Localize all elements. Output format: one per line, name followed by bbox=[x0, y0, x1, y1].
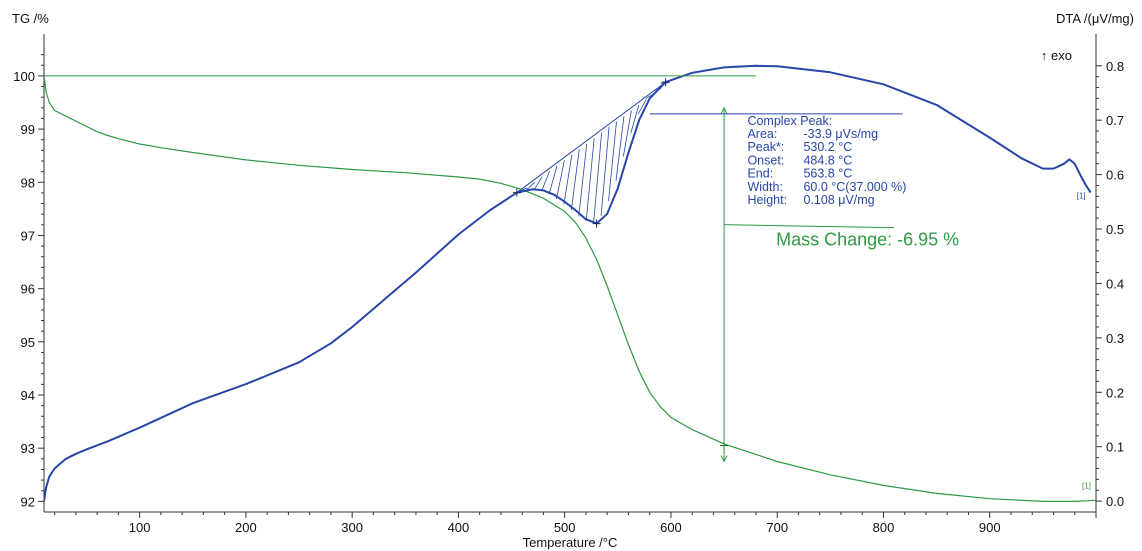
x-tick-label: 600 bbox=[660, 520, 682, 535]
x-tick-label: 500 bbox=[554, 520, 576, 535]
x-tick-label: 700 bbox=[766, 520, 788, 535]
peak-hatch-line bbox=[622, 110, 632, 157]
y-left-tick-label: 96 bbox=[21, 282, 35, 297]
peak-hatch-line bbox=[533, 176, 543, 191]
peak-baseline-line bbox=[516, 81, 666, 193]
mass-change-label: Mass Change: -6.95 % bbox=[776, 230, 959, 250]
y-right-tick-label: 0.8 bbox=[1106, 59, 1124, 74]
y-axis-right-label: DTA /(μV/mg) bbox=[1056, 11, 1134, 26]
x-axis-label: Temperature /°C bbox=[523, 535, 618, 550]
complex-peak-row-value: -33.9 μVs/mg bbox=[803, 127, 878, 141]
peak-hatch-line bbox=[615, 115, 625, 182]
x-tick-label: 300 bbox=[341, 520, 363, 535]
peak-area-region bbox=[517, 82, 666, 224]
dta-curve bbox=[44, 64, 1092, 502]
mass-change-leader-line bbox=[724, 224, 895, 229]
peak-hatch-line bbox=[570, 149, 580, 211]
y-left-tick-label: 100 bbox=[13, 69, 35, 84]
evaluation-point-marker bbox=[512, 188, 521, 197]
y-right-tick-label: 0.4 bbox=[1106, 276, 1124, 291]
complex-peak-row-label: End: bbox=[747, 167, 773, 181]
series-end-marker: [1] bbox=[1082, 481, 1091, 490]
peak-hatch-line bbox=[548, 165, 558, 195]
y-right-tick-label: 0.3 bbox=[1106, 331, 1124, 346]
peak-hatch-line bbox=[585, 138, 595, 222]
complex-peak-row-value: 0.108 μV/mg bbox=[803, 193, 874, 207]
y-right-tick-label: 0.0 bbox=[1106, 494, 1124, 509]
y-left-tick-label: 99 bbox=[21, 122, 35, 137]
y-left-tick-label: 97 bbox=[21, 228, 35, 243]
x-tick-label: 400 bbox=[448, 520, 470, 535]
complex-peak-row-label: Width: bbox=[747, 180, 782, 194]
y-right-tick-label: 0.7 bbox=[1106, 113, 1124, 128]
y-right-tick-label: 0.1 bbox=[1106, 440, 1124, 455]
complex-peak-row-label: Onset: bbox=[747, 153, 784, 167]
peak-hatch-line bbox=[578, 143, 588, 217]
peak-hatch-line bbox=[630, 104, 640, 134]
complex-peak-row-value: 563.8 °C bbox=[803, 167, 852, 181]
peak-hatch-line bbox=[556, 160, 565, 200]
x-tick-label: 800 bbox=[873, 520, 895, 535]
complex-peak-row-value: 484.8 °C bbox=[803, 153, 852, 167]
complex-peak-row-label: Height: bbox=[747, 193, 787, 207]
mass-change-arrow-head-up bbox=[720, 106, 728, 115]
y-left-tick-label: 95 bbox=[21, 335, 35, 350]
mass-change-arrow-head-down bbox=[720, 455, 728, 463]
y-left-tick-label: 92 bbox=[21, 494, 35, 509]
y-axis-left-label: TG /% bbox=[12, 11, 49, 26]
peak-hatch-line bbox=[637, 99, 647, 114]
tg-curve bbox=[44, 75, 1096, 502]
exo-direction-label: ↑ exo bbox=[1041, 48, 1072, 63]
x-tick-label: 200 bbox=[235, 520, 257, 535]
y-right-tick-label: 0.6 bbox=[1106, 168, 1124, 183]
y-left-tick-label: 98 bbox=[21, 175, 35, 190]
y-right-tick-label: 0.2 bbox=[1106, 385, 1124, 400]
complex-peak-row-label: Peak*: bbox=[747, 140, 784, 154]
peak-hatch-line bbox=[593, 132, 603, 223]
complex-peak-row-label: Area: bbox=[747, 127, 777, 141]
peak-hatch-line bbox=[608, 121, 617, 202]
series-end-marker: [1] bbox=[1077, 192, 1086, 201]
evaluation-point-marker bbox=[661, 78, 670, 87]
complex-peak-row-value: 530.2 °C bbox=[803, 140, 852, 154]
y-left-tick-label: 93 bbox=[21, 441, 35, 456]
peak-hatch-line bbox=[563, 154, 573, 205]
peak-hatch-line bbox=[526, 182, 535, 191]
y-left-tick-label: 94 bbox=[21, 388, 35, 403]
peak-hatch-line bbox=[541, 171, 550, 192]
x-tick-label: 900 bbox=[979, 520, 1001, 535]
complex-peak-title: Complex Peak: bbox=[747, 114, 832, 128]
x-tick-label: 100 bbox=[129, 520, 151, 535]
peak-hatch-line bbox=[600, 127, 610, 216]
evaluation-point-marker bbox=[592, 219, 601, 228]
y-right-tick-label: 0.5 bbox=[1106, 222, 1124, 237]
complex-peak-row-value: 60.0 °C(37.000 %) bbox=[803, 180, 906, 194]
